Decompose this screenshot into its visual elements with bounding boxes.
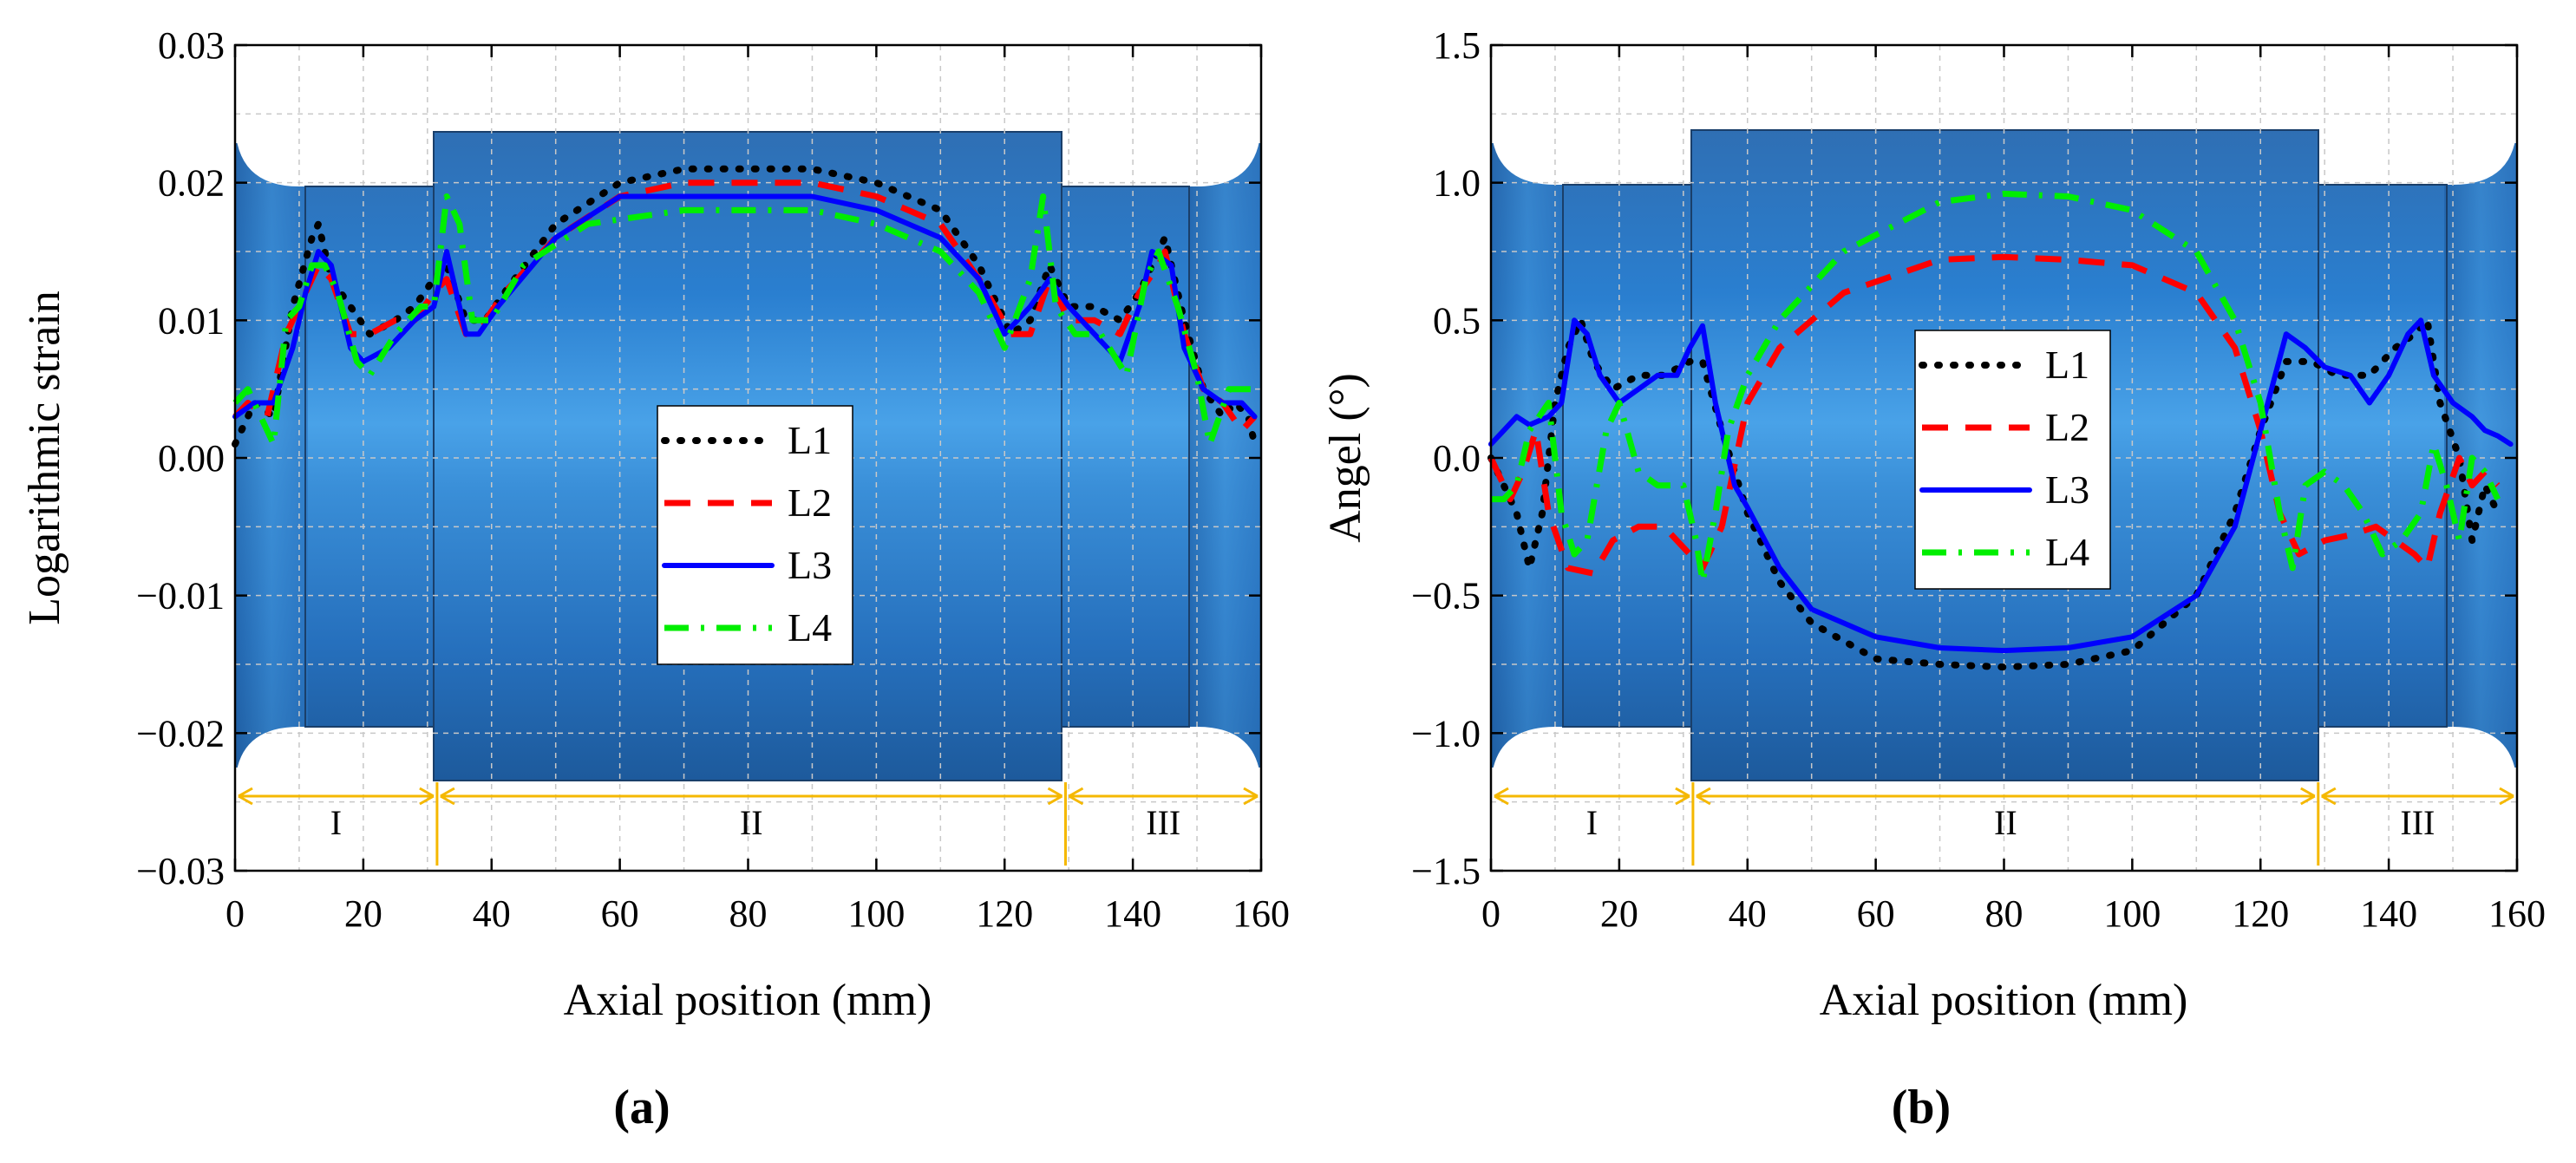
y-tick-label: −0.5 [1411,575,1481,617]
y-tick-label: −0.02 [136,712,225,755]
y-tick-label: 0.00 [158,437,225,480]
region-arrowhead-right [419,787,435,806]
series-line-L3 [1488,317,2514,654]
region-label-II: II [1994,803,2017,842]
regions-a: I II III [238,782,1259,866]
y-tick-label: 0.03 [158,24,225,67]
region-arrowhead-left [238,787,253,806]
ticks-a: 0 20 40 60 80 100 120 140 160 −0.03 −0.02 −0.01 0.00… [136,24,1290,935]
x-tick-label: 120 [2232,892,2289,935]
series-b [1487,190,2514,671]
y-tick-label: 1.0 [1433,162,1481,205]
x-tick-label: 100 [2103,892,2161,935]
region-label-II: II [740,803,763,842]
x-tick-label: 120 [976,892,1033,935]
region-label-III: III [1146,803,1180,842]
x-tick-label: 20 [344,892,382,935]
y-tick-label: 0.02 [158,162,225,205]
x-axis-label-b: Axial position (mm) [1820,976,2188,1025]
series-line-L4 [1491,190,2501,585]
region-arrowhead-left [2321,787,2337,806]
x-axis-label-a: Axial position (mm) [564,976,932,1025]
regions-b: I II III [1494,782,2514,866]
x-tick-label: 160 [1232,892,1290,935]
panel-a: I II III 0 20 40 60 80 100 120 140 160−0.03−0.02−0… [20,24,1290,1134]
region-arrowhead-right [1243,787,1259,806]
y-axis-label-a: Logarithmic strain [20,291,69,625]
series-line-L3 [232,193,1258,420]
legend-label-L1: L1 [2045,343,2089,387]
y-tick-label: −1.5 [1411,850,1481,892]
x-tick-label: 60 [601,892,639,935]
region-arrowhead-right [2499,787,2514,806]
region-arrowhead-right [1047,787,1063,806]
region-label-I: I [330,803,342,842]
x-tick-label: 140 [2360,892,2417,935]
y-tick-label: 0.01 [158,299,225,342]
ticks-b: 0 20 40 60 80 100 120 140 160 −1.5 −1.0 −0.5 0.0 0.5 1… [1411,24,2546,935]
legend-label-L3: L3 [788,543,832,587]
legend-label-L4: L4 [788,605,832,650]
region-arrowhead-left [440,787,455,806]
x-tick-label: 60 [1857,892,1895,935]
x-tick-label: 20 [1600,892,1638,935]
panel-label-a: (a) [613,1081,670,1134]
panel-b: I II III 0 20 40 60 80 100 120 140 160−1.5−1.0−0.5… [1321,24,2546,1134]
region-arrowhead-right [1675,787,1690,806]
x-tick-label: 100 [847,892,905,935]
legend-box [1914,330,2111,590]
series-a [232,165,1259,448]
y-tick-label: −0.03 [136,850,225,892]
panel-label-b: (b) [1892,1081,1951,1134]
legend-label-L3: L3 [2045,467,2089,512]
y-tick-label: 0.0 [1433,437,1481,480]
region-arrowhead-left [1494,787,1509,806]
legend-label-L2: L2 [788,480,832,525]
region-arrowhead-right [2300,787,2316,806]
region-arrowhead-left [1696,787,1711,806]
region-label-III: III [2400,803,2435,842]
legend-label-L4: L4 [2045,530,2089,574]
x-tick-label: 0 [226,892,245,935]
series-line-L2 [1487,253,2501,577]
series-line-L1 [232,165,1259,448]
x-tick-label: 0 [1481,892,1500,935]
legend-label-L1: L1 [788,418,832,462]
y-tick-label: 1.5 [1433,24,1481,67]
legend-b: L1 L2 L3 L4 [1914,330,2111,590]
x-tick-label: 140 [1104,892,1161,935]
region-arrowhead-left [1068,787,1084,806]
y-tick-label: 0.5 [1433,299,1481,342]
legend-label-L2: L2 [2045,405,2089,449]
x-tick-label: 80 [729,892,768,935]
x-tick-label: 40 [473,892,511,935]
x-tick-label: 160 [2488,892,2546,935]
series-line-L4 [232,193,1255,448]
x-tick-label: 80 [1985,892,2024,935]
x-tick-label: 40 [1729,892,1767,935]
legend-box [657,405,853,665]
y-tick-label: −1.0 [1411,712,1481,755]
y-axis-label-b: Angel (°) [1321,373,1370,543]
region-label-I: I [1586,803,1598,842]
legend-a: L1 L2 L3 L4 [657,405,853,665]
y-tick-label: −0.01 [136,575,225,617]
